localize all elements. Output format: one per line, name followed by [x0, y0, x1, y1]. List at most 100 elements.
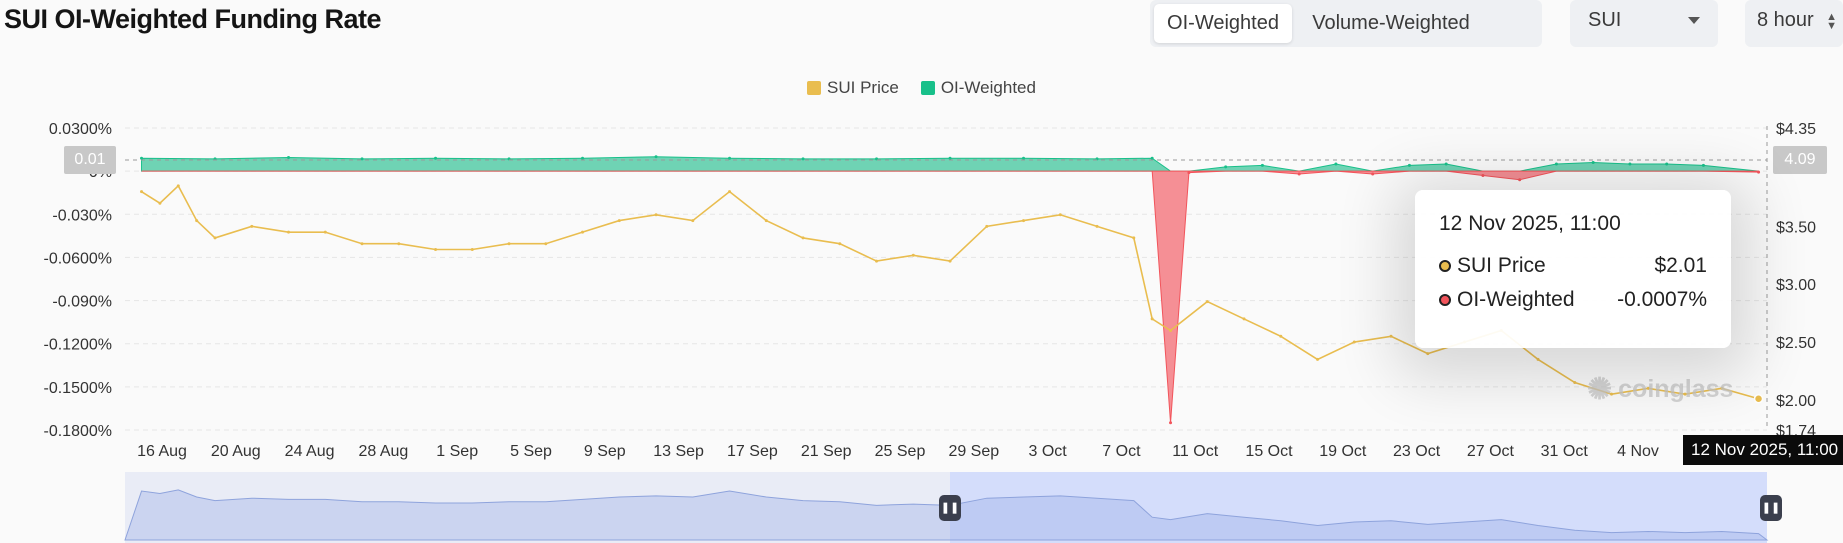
x-tick: 31 Oct [1541, 443, 1589, 460]
oi-weighted-point [948, 156, 952, 160]
x-tick: 16 Aug [137, 443, 187, 460]
y-left-tick: -0.0600% [44, 250, 113, 267]
y-left-tick: -0.1800% [44, 423, 113, 440]
interval-select-value: 8 hour [1757, 9, 1814, 31]
oi-weighted-point [1628, 162, 1632, 166]
sui-price-point [1536, 357, 1540, 361]
sui-price-point [948, 259, 952, 263]
y-right-tick: $2.00 [1776, 393, 1816, 410]
series-dot-icon [1439, 294, 1451, 306]
hover-marker-price [1753, 394, 1764, 404]
sui-price-point [140, 190, 144, 194]
oi-weighted-point [1554, 162, 1558, 166]
chart-legend: SUI Price OI-Weighted [0, 78, 1843, 98]
legend-item-oi-weighted[interactable]: OI-Weighted [920, 78, 1036, 98]
x-tick: 21 Sep [801, 443, 852, 460]
sui-price-point [691, 219, 695, 223]
x-tick: 13 Sep [653, 443, 704, 460]
sui-price-point [581, 230, 585, 234]
sui-price-point [1610, 392, 1614, 396]
chart-tooltip: 12 Nov 2025, 11:00 SUI Price $2.01 OI-We… [1415, 190, 1731, 348]
sui-price-point [728, 190, 732, 194]
crosshair-date-label: 12 Nov 2025, 11:00 [1683, 435, 1843, 465]
sui-price-point [1573, 381, 1577, 385]
navigator-selection[interactable] [950, 472, 1767, 543]
sort-arrows-icon: ▲ ▼ [1826, 11, 1837, 32]
oi-weighted-point [1260, 163, 1264, 167]
chevron-down-icon [1688, 17, 1700, 24]
x-tick: 4 Nov [1617, 443, 1659, 460]
sui-price-point [838, 242, 842, 246]
sui-price-point [1720, 386, 1724, 390]
sui-price-point [1169, 328, 1173, 332]
x-tick: 29 Sep [948, 443, 999, 460]
symbol-select-value: SUI [1588, 9, 1622, 31]
sui-price-point [1058, 213, 1062, 217]
x-tick: 27 Oct [1467, 443, 1515, 460]
legend-swatch [807, 81, 822, 95]
sui-price-point [360, 242, 364, 246]
sui-price-point [1279, 334, 1283, 338]
sui-price-point [1132, 236, 1136, 240]
y-right-tick: $4.35 [1776, 121, 1816, 138]
y-left-tick: -0.030% [52, 207, 112, 224]
tab-oi-weighted[interactable]: OI-Weighted [1154, 4, 1292, 43]
x-tick: 5 Sep [510, 443, 552, 460]
sui-price-point [213, 236, 217, 240]
legend-swatch [920, 81, 935, 95]
y-right-tick: $3.50 [1776, 219, 1816, 236]
y-left-tick: -0.1200% [44, 337, 113, 354]
x-tick: 9 Sep [584, 443, 626, 460]
oi-weighted-point [140, 156, 144, 160]
x-tick: 23 Oct [1393, 443, 1441, 460]
interval-select[interactable]: 8 hour ▲ ▼ [1745, 0, 1843, 47]
oi-weighted-point [654, 155, 658, 159]
sui-price-point [654, 213, 658, 217]
oi-weighted-point [1757, 170, 1761, 174]
sui-price-point [507, 242, 511, 246]
oi-weighted-point [1022, 156, 1026, 160]
oi-weighted-point [801, 157, 805, 161]
navigator-left-handle[interactable]: ❚❚ [939, 495, 961, 521]
page-title: SUI OI-Weighted Funding Rate [4, 4, 382, 34]
oi-weighted-point [1481, 173, 1485, 177]
sui-price-point [250, 224, 254, 228]
x-tick: 28 Aug [358, 443, 408, 460]
symbol-select[interactable]: SUI [1570, 0, 1718, 47]
sui-price-point [875, 259, 879, 263]
sui-price-point [544, 242, 548, 246]
y-right-tick: $3.00 [1776, 277, 1816, 294]
legend-label: OI-Weighted [940, 78, 1036, 97]
oi-weighted-point [1665, 162, 1669, 166]
tooltip-value: $2.01 [1654, 254, 1707, 277]
oi-weighted-point [1187, 171, 1191, 175]
oi-weighted-point [1169, 421, 1173, 425]
weighting-toggle: OI-Weighted Volume-Weighted [1150, 0, 1542, 47]
sui-price-point [1095, 224, 1099, 228]
y-right-tick: $2.50 [1776, 335, 1816, 352]
tooltip-row-funding: OI-Weighted -0.0007% [1439, 288, 1707, 312]
legend-item-sui-price[interactable]: SUI Price [807, 78, 899, 98]
series-area-oi-weighted-negative [141, 170, 1760, 423]
sui-price-point [1646, 386, 1650, 390]
sui-price-point [195, 219, 199, 223]
oi-weighted-point [1371, 172, 1375, 176]
x-tick: 24 Aug [285, 443, 335, 460]
sui-price-point [434, 247, 438, 251]
sui-price-point [1205, 300, 1209, 304]
sui-price-point [158, 201, 162, 205]
x-tick: 1 Sep [436, 443, 478, 460]
sui-price-point [176, 184, 180, 188]
x-tick: 15 Oct [1245, 443, 1293, 460]
sui-price-point [1242, 317, 1246, 321]
sui-price-point [1426, 352, 1430, 356]
y-left-tick: -0.1500% [44, 380, 113, 397]
sui-price-point [397, 242, 401, 246]
tab-volume-weighted[interactable]: Volume-Weighted [1312, 12, 1470, 34]
x-tick: 11 Oct [1172, 443, 1219, 460]
x-tick: 3 Oct [1028, 443, 1067, 460]
navigator-right-handle[interactable]: ❚❚ [1760, 495, 1782, 521]
sui-price-point [764, 219, 768, 223]
x-tick: 17 Sep [727, 443, 778, 460]
tooltip-value: -0.0007% [1617, 288, 1707, 311]
